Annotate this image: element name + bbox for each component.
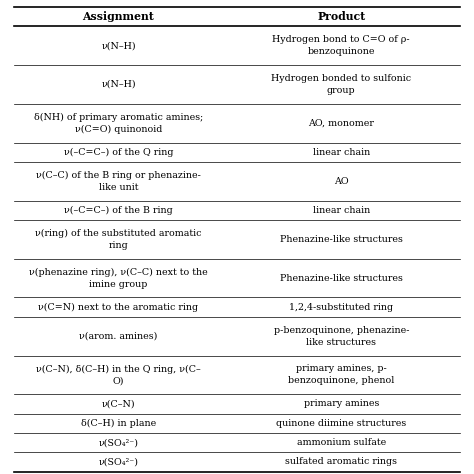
Text: AO: AO [334,177,348,186]
Text: ν(C–N): ν(C–N) [102,400,135,409]
Text: δ(C–H) in plane: δ(C–H) in plane [81,419,156,428]
Text: ν(N–H): ν(N–H) [101,41,136,50]
Text: AO, monomer: AO, monomer [309,119,374,128]
Text: Hydrogen bond to C=O of ρ-
benzoquinone: Hydrogen bond to C=O of ρ- benzoquinone [273,36,410,56]
Text: linear chain: linear chain [313,148,370,157]
Text: Phenazine-like structures: Phenazine-like structures [280,273,403,283]
Text: ν(SO₄²⁻): ν(SO₄²⁻) [99,438,138,447]
Text: δ(NH) of primary aromatic amines;
ν(C=O) quinonoid: δ(NH) of primary aromatic amines; ν(C=O)… [34,113,203,134]
Text: ν(C–C) of the B ring or phenazine-
like unit: ν(C–C) of the B ring or phenazine- like … [36,171,201,192]
Text: sulfated aromatic rings: sulfated aromatic rings [285,457,397,466]
Text: ν(C=N) next to the aromatic ring: ν(C=N) next to the aromatic ring [38,302,199,312]
Text: Product: Product [317,11,365,22]
Text: Hydrogen bonded to sulfonic
group: Hydrogen bonded to sulfonic group [271,74,411,95]
Text: ν(–C=C–) of the Q ring: ν(–C=C–) of the Q ring [64,148,173,157]
Text: p-benzoquinone, phenazine-
like structures: p-benzoquinone, phenazine- like structur… [273,326,409,346]
Text: Assignment: Assignment [82,11,155,22]
Text: ν(SO₄²⁻): ν(SO₄²⁻) [99,457,138,466]
Text: ν(phenazine ring), ν(C–C) next to the
imine group: ν(phenazine ring), ν(C–C) next to the im… [29,268,208,289]
Text: ν(N–H): ν(N–H) [101,80,136,89]
Text: primary amines, p-
benzoquinone, phenol: primary amines, p- benzoquinone, phenol [288,365,394,385]
Text: Phenazine-like structures: Phenazine-like structures [280,235,403,244]
Text: 1,2,4-substituted ring: 1,2,4-substituted ring [289,302,393,311]
Text: primary amines: primary amines [303,400,379,409]
Text: ν(C–N), δ(C–H) in the Q ring, ν(C–
O): ν(C–N), δ(C–H) in the Q ring, ν(C– O) [36,365,201,385]
Text: ammonium sulfate: ammonium sulfate [297,438,386,447]
Text: ν(arom. amines): ν(arom. amines) [79,332,158,341]
Text: ν(–C=C–) of the B ring: ν(–C=C–) of the B ring [64,206,173,215]
Text: quinone diimine structures: quinone diimine structures [276,419,406,428]
Text: linear chain: linear chain [313,206,370,215]
Text: ν(ring) of the substituted aromatic
ring: ν(ring) of the substituted aromatic ring [35,229,202,250]
